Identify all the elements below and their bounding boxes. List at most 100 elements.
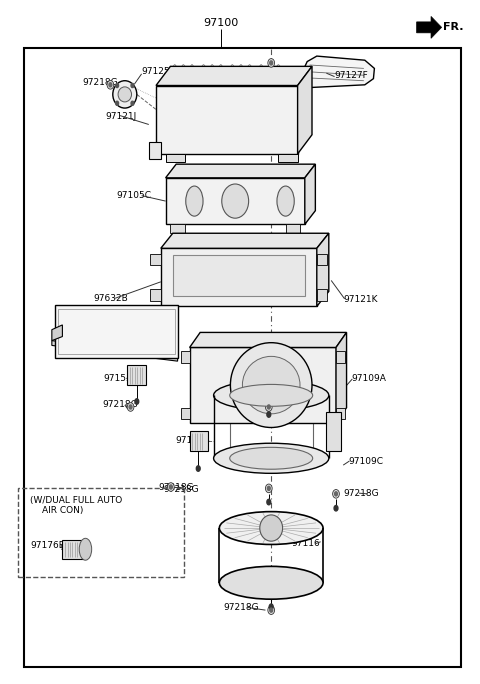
Polygon shape bbox=[166, 164, 315, 178]
Bar bbox=[58, 309, 175, 354]
Bar bbox=[173, 255, 305, 296]
Polygon shape bbox=[317, 233, 329, 306]
Polygon shape bbox=[156, 86, 298, 154]
Circle shape bbox=[135, 399, 139, 404]
Ellipse shape bbox=[127, 403, 134, 411]
Bar bbox=[336, 408, 345, 419]
Text: 97176E: 97176E bbox=[30, 540, 65, 550]
Ellipse shape bbox=[79, 538, 92, 560]
Text: 97121J: 97121J bbox=[106, 111, 137, 121]
Polygon shape bbox=[52, 341, 178, 361]
Text: 97218G: 97218G bbox=[215, 67, 251, 77]
Circle shape bbox=[131, 83, 134, 88]
Text: 97218G: 97218G bbox=[223, 603, 259, 612]
Ellipse shape bbox=[113, 81, 137, 108]
Ellipse shape bbox=[333, 490, 339, 498]
Polygon shape bbox=[417, 16, 442, 38]
Text: 97109C: 97109C bbox=[348, 456, 383, 466]
Circle shape bbox=[267, 486, 270, 490]
Text: FR.: FR. bbox=[443, 23, 463, 32]
Circle shape bbox=[334, 505, 338, 511]
Polygon shape bbox=[55, 305, 178, 358]
Text: 97632B: 97632B bbox=[94, 293, 128, 303]
Polygon shape bbox=[161, 248, 317, 306]
Text: 97127F: 97127F bbox=[335, 70, 368, 80]
Ellipse shape bbox=[242, 356, 300, 414]
Ellipse shape bbox=[230, 447, 312, 469]
Ellipse shape bbox=[214, 443, 329, 473]
Ellipse shape bbox=[277, 186, 294, 216]
Bar bbox=[190, 431, 208, 451]
Bar bbox=[150, 254, 161, 265]
Ellipse shape bbox=[222, 184, 249, 218]
Polygon shape bbox=[302, 56, 374, 88]
Polygon shape bbox=[305, 164, 315, 224]
Text: 97100: 97100 bbox=[203, 18, 239, 28]
Polygon shape bbox=[166, 178, 305, 224]
Circle shape bbox=[196, 466, 200, 471]
Text: 97109A: 97109A bbox=[351, 373, 386, 383]
Ellipse shape bbox=[219, 512, 323, 544]
Bar bbox=[181, 408, 190, 419]
Circle shape bbox=[335, 492, 337, 496]
Text: 97116: 97116 bbox=[292, 539, 321, 549]
Text: 97113B: 97113B bbox=[175, 436, 210, 445]
Circle shape bbox=[270, 608, 273, 612]
Text: 97218G: 97218G bbox=[216, 400, 252, 410]
Circle shape bbox=[267, 405, 270, 409]
Bar bbox=[181, 351, 190, 363]
Circle shape bbox=[267, 412, 271, 417]
Text: 97125F: 97125F bbox=[142, 67, 175, 77]
Ellipse shape bbox=[214, 380, 329, 410]
Text: 97218G: 97218G bbox=[158, 482, 194, 492]
Polygon shape bbox=[156, 66, 312, 86]
Polygon shape bbox=[298, 66, 312, 154]
Polygon shape bbox=[336, 332, 347, 423]
Ellipse shape bbox=[260, 515, 283, 541]
Circle shape bbox=[116, 101, 119, 105]
Polygon shape bbox=[278, 154, 298, 162]
Text: 97218G: 97218G bbox=[343, 489, 379, 499]
Text: 97218G: 97218G bbox=[102, 400, 138, 410]
Ellipse shape bbox=[268, 606, 275, 614]
Bar bbox=[326, 412, 341, 451]
Ellipse shape bbox=[118, 87, 132, 102]
Text: 97105C: 97105C bbox=[117, 191, 152, 200]
Ellipse shape bbox=[265, 403, 272, 411]
Ellipse shape bbox=[107, 81, 114, 89]
Circle shape bbox=[169, 485, 172, 489]
Bar bbox=[18, 488, 184, 577]
Circle shape bbox=[267, 499, 271, 505]
Circle shape bbox=[270, 61, 273, 65]
Text: 97121K: 97121K bbox=[344, 295, 378, 304]
Circle shape bbox=[109, 83, 112, 87]
Circle shape bbox=[129, 405, 132, 409]
Circle shape bbox=[116, 83, 119, 88]
Ellipse shape bbox=[268, 59, 275, 67]
Text: (W/DUAL FULL AUTO: (W/DUAL FULL AUTO bbox=[30, 496, 122, 505]
Ellipse shape bbox=[230, 343, 312, 428]
Bar bbox=[336, 351, 345, 363]
Text: 97218G: 97218G bbox=[163, 485, 199, 495]
Text: 97218G: 97218G bbox=[83, 78, 118, 88]
Ellipse shape bbox=[265, 484, 272, 492]
Bar bbox=[317, 254, 327, 265]
Text: 97155F: 97155F bbox=[104, 373, 138, 383]
Text: 97620C: 97620C bbox=[73, 346, 108, 356]
Polygon shape bbox=[52, 325, 62, 341]
Polygon shape bbox=[286, 224, 300, 233]
Ellipse shape bbox=[168, 483, 174, 491]
Bar bbox=[150, 289, 161, 301]
Polygon shape bbox=[190, 347, 336, 423]
Ellipse shape bbox=[219, 566, 323, 599]
Polygon shape bbox=[166, 154, 185, 162]
Bar bbox=[62, 540, 85, 559]
Polygon shape bbox=[190, 332, 347, 347]
Polygon shape bbox=[170, 224, 185, 233]
Bar bbox=[317, 289, 327, 301]
Bar bbox=[149, 142, 161, 159]
Ellipse shape bbox=[186, 186, 203, 216]
Circle shape bbox=[269, 604, 273, 609]
Bar bbox=[127, 365, 146, 385]
Text: AIR CON): AIR CON) bbox=[42, 506, 83, 516]
